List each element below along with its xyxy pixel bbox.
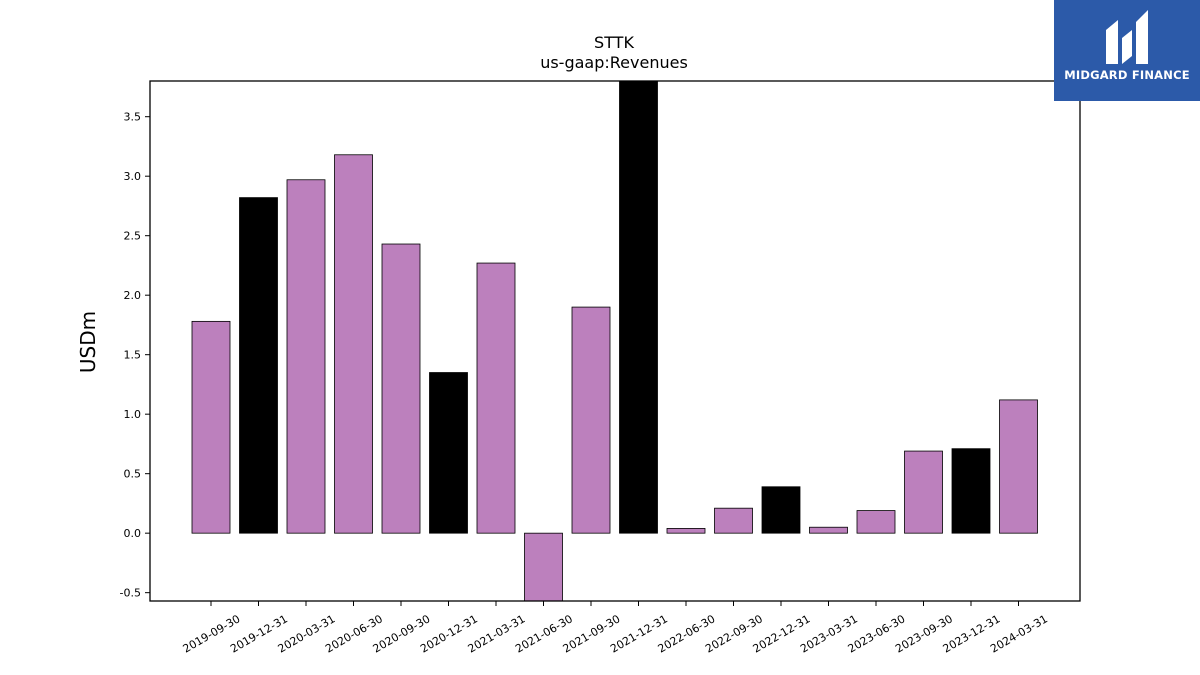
y-tick-label: 2.5	[124, 230, 142, 243]
y-axis-ticks: -0.5 0.0 0.5 1.0 1.5 2.0 2.5 3.0 3.5	[120, 111, 150, 600]
bar-2021-06-30	[524, 532, 563, 601]
y-tick-label: 3.5	[124, 111, 142, 124]
bar-2023-12-31	[951, 448, 991, 534]
bar-2021-12-31	[619, 81, 658, 534]
y-tick-label: 1.0	[124, 408, 142, 421]
bar-2022-09-30	[714, 507, 753, 534]
bar-2020-03-31	[286, 179, 326, 534]
bar-2020-06-30	[334, 154, 373, 534]
x-axis-ticks: 2019-09-302019-12-312020-03-312020-06-30…	[181, 601, 1050, 656]
bar-2019-12-31	[239, 197, 278, 534]
y-tick-label: 0.0	[124, 527, 142, 540]
midgard-finance-logo: MIDGARD FINANCE	[1054, 0, 1200, 101]
bar-2023-09-30	[904, 450, 943, 534]
bar-2019-09-30	[191, 320, 231, 534]
bar-2021-09-30	[571, 306, 611, 534]
bar-2020-09-30	[381, 243, 421, 534]
plot-frame	[149, 80, 1081, 602]
chart-subtitle: us-gaap:Revenues	[540, 53, 688, 72]
bar-2021-03-31	[476, 262, 516, 534]
chart-title: STTK	[594, 33, 634, 52]
bar-2022-12-31	[761, 486, 801, 534]
bar-2024-03-31	[999, 399, 1038, 534]
y-tick-label: -0.5	[120, 587, 141, 600]
y-tick-label: 3.0	[124, 170, 142, 183]
y-axis-label: USDm	[76, 311, 100, 373]
logo-text: MIDGARD FINANCE	[1064, 68, 1190, 82]
y-tick-label: 2.0	[124, 289, 142, 302]
logo-mark-icon	[1106, 10, 1148, 64]
y-tick-label: 0.5	[124, 468, 142, 481]
bar-2023-03-31	[809, 526, 848, 534]
bar-2020-12-31	[429, 372, 468, 534]
bar-2022-06-30	[666, 528, 706, 534]
bar-2023-06-30	[856, 510, 896, 534]
bars-group	[191, 81, 1038, 601]
y-tick-label: 1.5	[124, 349, 142, 362]
